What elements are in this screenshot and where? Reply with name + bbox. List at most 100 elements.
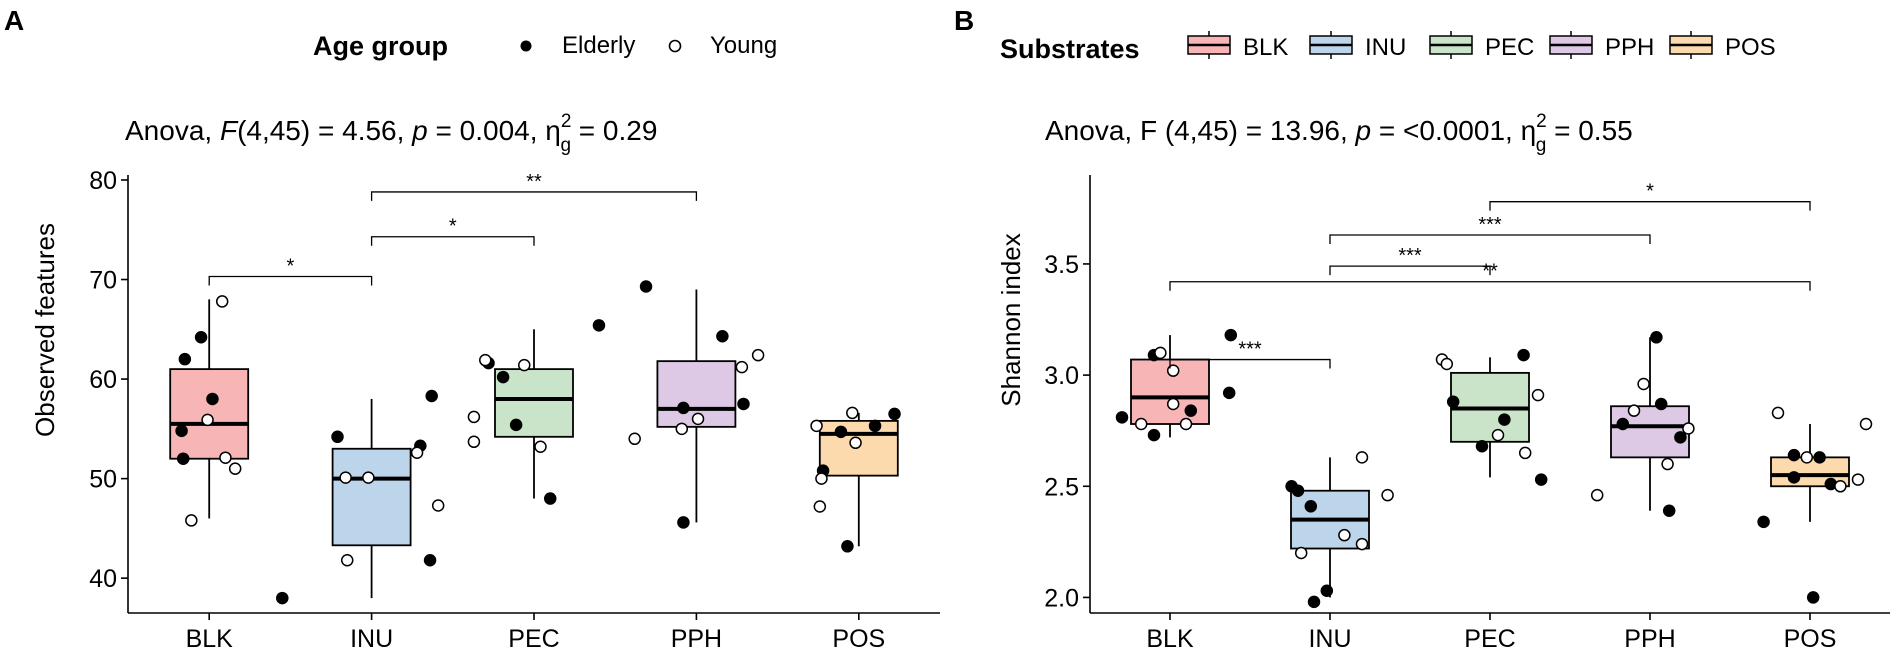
point-young [1440,357,1454,371]
y-tick-label: 80 [89,167,117,195]
point-young [431,499,445,512]
point-young [1166,397,1180,411]
age-group-legend: Age group Elderly Young [313,31,777,61]
x-tick-label-pph: PPH [671,625,722,653]
y-tick-label: 2.0 [1044,584,1079,612]
x-tick-label-pec: PEC [1464,625,1515,653]
point-young [1627,404,1641,417]
box-pos [818,419,899,477]
point-elderly [1304,500,1318,513]
point-elderly [423,553,437,567]
elderly-legend-marker [520,40,532,52]
x-tick-label-inu: INU [1308,625,1351,653]
point-young [1154,346,1167,360]
y-tick-label: 70 [89,267,117,295]
panel-label-a: A [4,5,24,36]
point-elderly [1498,413,1511,426]
y-tick-label: 2.5 [1044,473,1079,501]
point-young [1637,377,1650,391]
young-legend-label: Young [710,32,777,59]
point-elderly [1674,431,1687,444]
point-elderly [331,430,344,444]
significance-label: *** [1478,214,1502,236]
point-young [479,353,492,367]
point-young [1800,451,1814,464]
significance-label: ** [526,171,542,193]
point-elderly [737,397,750,411]
point-young [1590,488,1604,502]
point-young [1381,488,1394,502]
point-elderly [276,591,289,605]
point-young [1531,388,1545,402]
elderly-legend-label: Elderly [562,32,635,59]
point-elderly [1307,595,1321,609]
point-elderly [1654,397,1668,411]
point-elderly [1147,428,1161,442]
point-elderly [178,352,192,366]
point-elderly [496,370,510,384]
point-young [628,432,641,446]
significance-bracket [1169,281,1811,291]
point-young [410,446,424,459]
point-young [340,553,354,567]
point-young [1294,546,1308,560]
point-young [1338,528,1351,542]
point-elderly [1446,395,1460,409]
point-young [228,462,242,475]
point-elderly [1517,348,1530,362]
point-elderly [1475,439,1489,453]
panel-b-ylabel: Shannon index [996,233,1026,406]
point-elderly [716,330,729,343]
box-pph [1610,405,1690,459]
point-young [1682,422,1695,435]
legend-label-inu: INU [1365,34,1406,61]
point-elderly [1224,328,1238,342]
point-elderly [1534,473,1548,486]
point-young [815,472,828,485]
significance-label: *** [1238,339,1262,361]
substrate-legend-title: Substrates [1000,34,1140,64]
point-young [1355,451,1369,464]
point-elderly [1757,515,1770,529]
point-young [362,471,375,484]
significance-bracket [370,236,535,246]
point-young [1518,446,1532,460]
panel-b-title: Anova, F (4,45) = 13.96, p = <0.0001, η2… [1045,111,1633,156]
legend-label-blk: BLK [1243,34,1288,61]
point-elderly [1813,451,1826,464]
point-elderly [1616,417,1630,431]
point-young [467,435,481,449]
point-young [751,348,765,362]
point-young [691,412,705,426]
significance-bracket [1329,234,1651,245]
point-young [849,436,862,450]
point-young [1134,417,1148,431]
point-elderly [1222,386,1236,400]
legend-label-pos: POS [1725,34,1776,61]
y-tick-label: 3.5 [1044,251,1079,279]
point-young [1661,457,1674,471]
significance-label: * [1646,181,1654,203]
age-legend-title: Age group [313,31,448,61]
point-elderly [1291,484,1305,497]
y-tick-label: 3.0 [1044,362,1079,390]
x-tick-label-blk: BLK [1146,625,1194,653]
point-young [1179,417,1193,431]
point-young [1851,473,1865,486]
point-elderly [639,280,653,293]
point-elderly [592,319,606,332]
point-elderly [1115,411,1129,424]
point-elderly [1320,584,1334,598]
significance-label: *** [1398,245,1422,267]
panel-a-ylabel: Observed features [30,223,60,437]
point-young [1771,406,1785,420]
point-elderly [175,424,188,438]
point-elderly [543,492,557,505]
y-tick-label: 40 [89,565,117,593]
point-elderly [834,425,848,439]
point-young [735,360,749,374]
point-elderly [1787,448,1801,462]
point-young [185,514,198,527]
point-elderly [677,401,690,415]
x-tick-label-pec: PEC [508,625,559,653]
